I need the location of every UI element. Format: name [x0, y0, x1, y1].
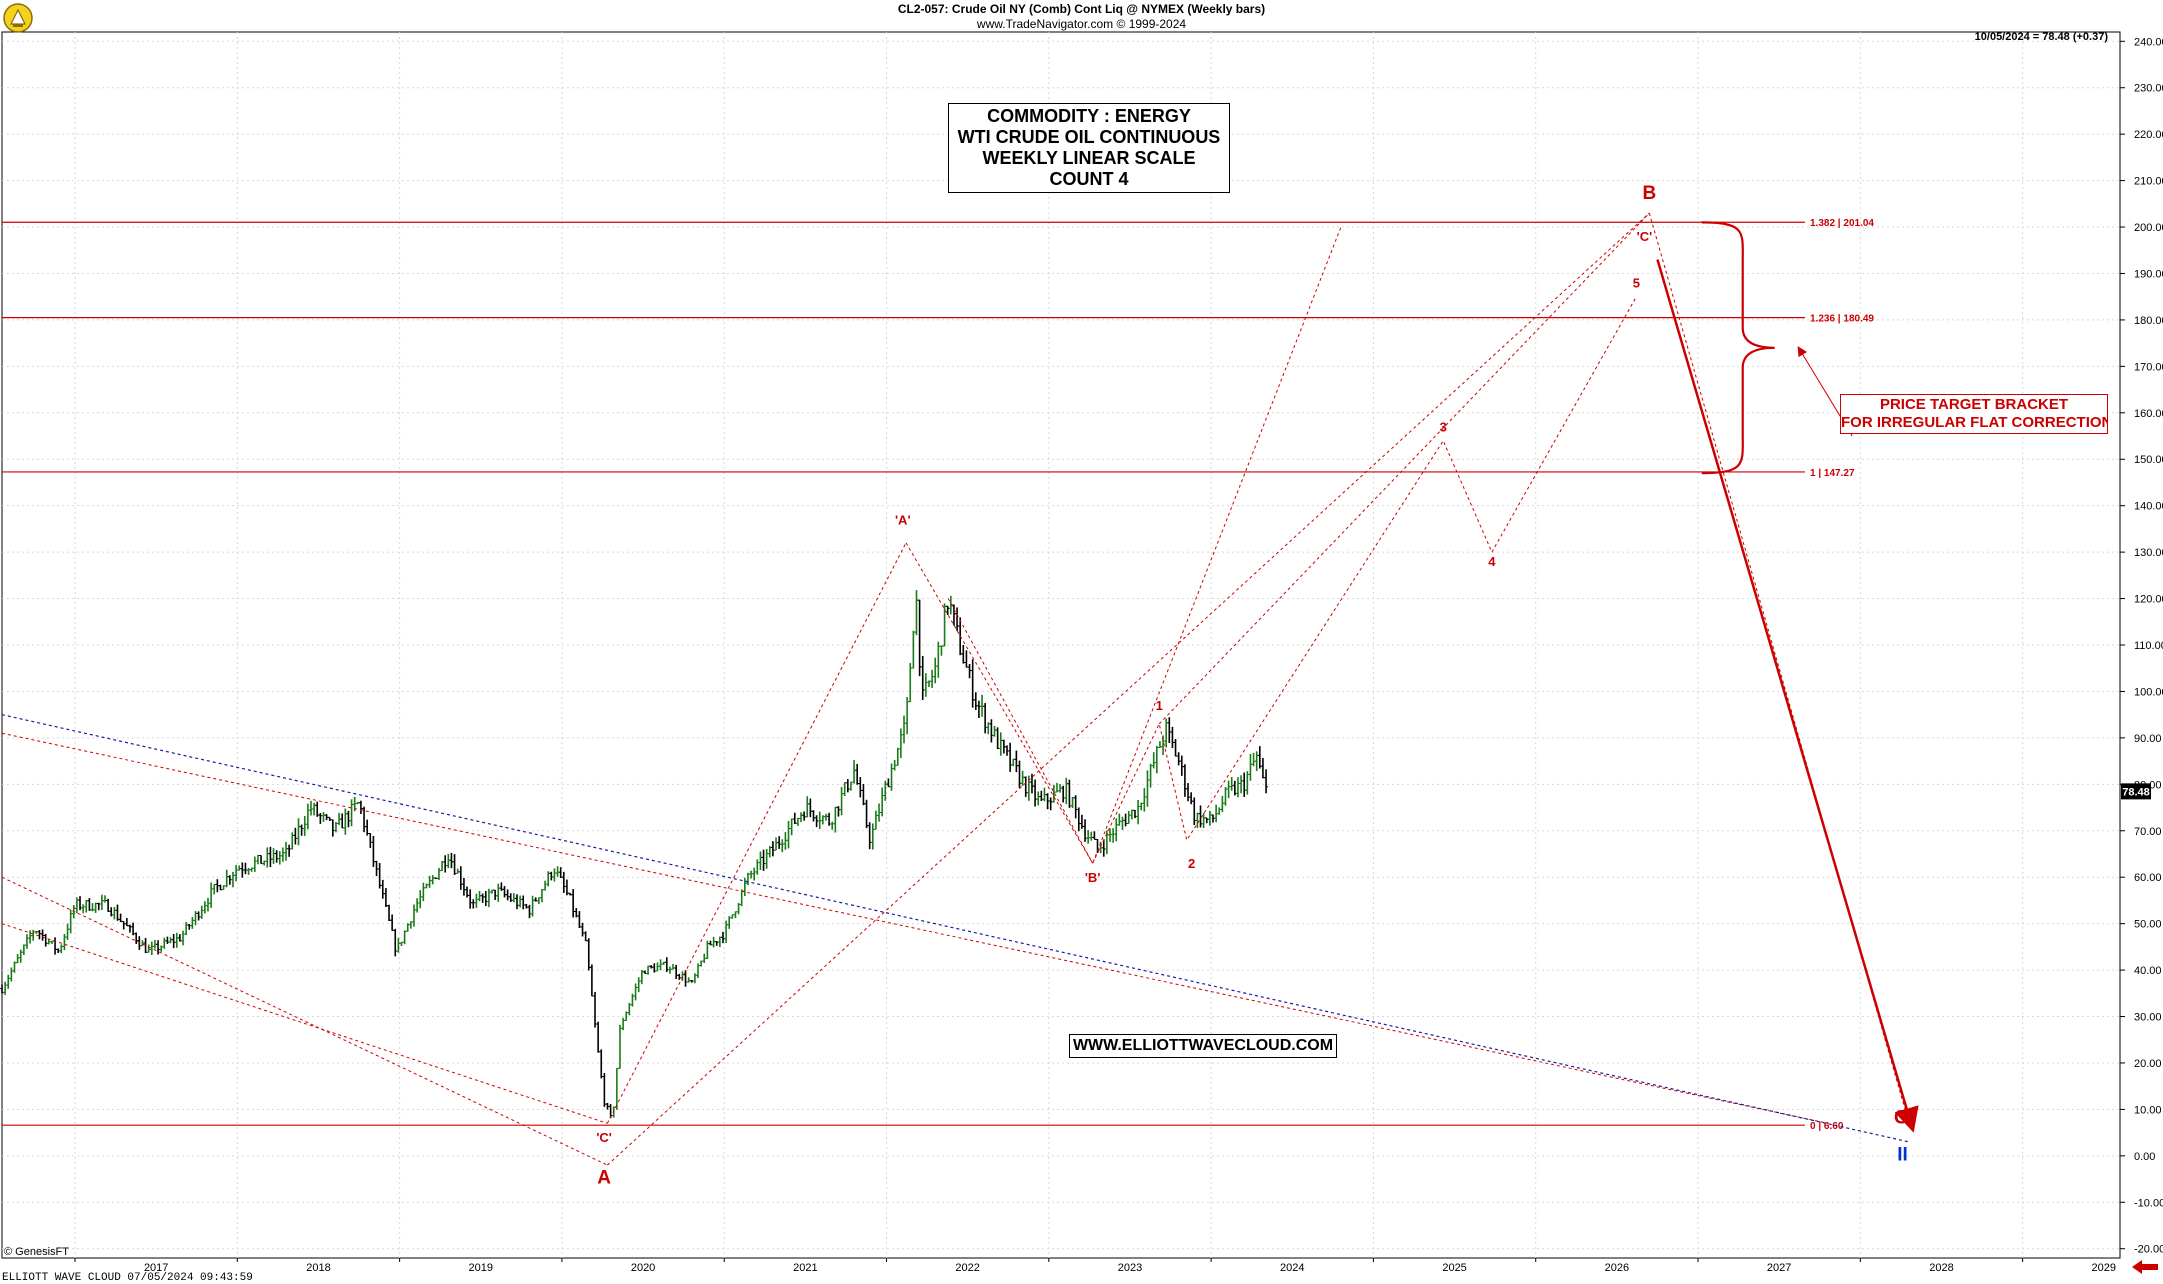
y-tick-label: 160.00 [2134, 408, 2163, 420]
y-tick-label: -20.00 [2134, 1244, 2163, 1256]
x-tick-label: 2021 [793, 1262, 817, 1274]
y-tick-label: 120.00 [2134, 594, 2163, 606]
wave-label: 'A' [895, 512, 911, 527]
wave-label: 5 [1633, 275, 1640, 290]
y-tick-label: 20.00 [2134, 1058, 2162, 1070]
y-tick-label: 30.00 [2134, 1012, 2162, 1024]
x-tick-label: 2024 [1280, 1262, 1304, 1274]
wave-channel-line [1158, 212, 1650, 725]
y-tick-label: 180.00 [2134, 315, 2163, 327]
y-tick-label: 70.00 [2134, 826, 2162, 838]
wave-label: 4 [1488, 554, 1496, 569]
title-line-2: WTI CRUDE OIL CONTINUOUS [957, 127, 1221, 147]
wave-channel-line [1, 923, 608, 1124]
website-label: WWW.ELLIOTTWAVECLOUD.COM [1069, 1034, 1337, 1058]
footer-timestamp: ELLIOTT WAVE CLOUD 07/05/2024 09:43:59 [2, 1272, 253, 1284]
wave-channel-line [1092, 296, 1637, 864]
wave-label: A [597, 1168, 611, 1189]
x-tick-label: 2020 [631, 1262, 655, 1274]
last-price-note: 10/05/2024 = 78.48 (+0.37) [1974, 31, 2108, 43]
wave-label: 1 [1156, 698, 1163, 713]
fib-level-label: 1 | 147.27 [1810, 468, 1855, 479]
last-price-tag [2121, 783, 2151, 800]
title-line-3: WEEKLY LINEAR SCALE [982, 148, 1196, 168]
bracket-label-line-2: FOR IRREGULAR FLAT CORRECTION [1841, 414, 2108, 431]
y-tick-label: 220.00 [2134, 129, 2163, 141]
projection-arrow [1656, 259, 1919, 1133]
last-price-label: 78.48 [2122, 786, 2150, 798]
wave-label: B [1642, 183, 1656, 204]
title-line-4: COUNT 4 [1049, 169, 1129, 189]
y-tick-label: 110.00 [2134, 640, 2163, 652]
chart-header-title: CL2-057: Crude Oil NY (Comb) Cont Liq @ … [897, 2, 1266, 16]
wave-channel-line [947, 598, 1094, 864]
fib-level-label: 0 | 6.60 [1810, 1121, 1844, 1132]
price-target-bracket-label: PRICE TARGET BRACKET FOR IRREGULAR FLAT … [1840, 394, 2108, 434]
y-tick-label: 40.00 [2134, 965, 2162, 977]
title-line-1: COMMODITY : ENERGY [987, 106, 1191, 126]
x-tick-label: 2026 [1605, 1262, 1629, 1274]
x-tick-label: 2022 [955, 1262, 979, 1274]
y-tick-label: 60.00 [2134, 872, 2162, 884]
wave-label: II [1897, 1144, 1908, 1165]
y-tick-label: 230.00 [2134, 83, 2163, 95]
wave-label: 'C' [596, 1130, 612, 1145]
y-tick-label: 140.00 [2134, 501, 2163, 513]
x-tick-label: 2025 [1442, 1262, 1466, 1274]
wave-label: 3 [1440, 419, 1447, 434]
fib-level-label: 1.236 | 180.49 [1810, 314, 1874, 325]
y-tick-label: 190.00 [2134, 268, 2163, 280]
x-tick-label: 2023 [1118, 1262, 1142, 1274]
y-tick-label: 170.00 [2134, 361, 2163, 373]
genesis-credit: © GenesisFT [4, 1246, 69, 1258]
y-tick-label: 200.00 [2134, 222, 2163, 234]
y-tick-label: 150.00 [2134, 454, 2163, 466]
y-tick-label: 90.00 [2134, 733, 2162, 745]
x-tick-label: 2017 [144, 1262, 168, 1274]
x-tick-label: 2019 [469, 1262, 493, 1274]
wave-channel-line [606, 542, 907, 1124]
y-tick-label: -10.00 [2134, 1197, 2163, 1209]
wave-label: 'C' [1637, 229, 1653, 244]
wave-label: 'B' [1085, 870, 1101, 885]
chart-header-copyright: www.TradeNavigator.com © 1999-2024 [976, 17, 1187, 31]
bracket-label-line-1: PRICE TARGET BRACKET [1879, 396, 2069, 413]
x-tick-label: 2028 [1929, 1262, 1953, 1274]
y-tick-label: 130.00 [2134, 547, 2163, 559]
wave-channel-line [1, 732, 1828, 1124]
fib-level-label: 1.382 | 201.04 [1810, 218, 1874, 229]
x-tick-label: 2027 [1767, 1262, 1791, 1274]
y-tick-label: 100.00 [2134, 686, 2163, 698]
y-tick-label: 50.00 [2134, 919, 2162, 931]
y-tick-label: 240.00 [2134, 36, 2163, 48]
trend-line-blue [1, 714, 1910, 1143]
x-tick-label: 2018 [306, 1262, 330, 1274]
y-tick-label: 10.00 [2134, 1104, 2162, 1116]
scroll-left-icon [2132, 1260, 2158, 1274]
trade-navigator-logo-icon[interactable] [2, 2, 34, 34]
wave-channel-line [1, 876, 608, 1166]
price-target-bracket [1701, 221, 1775, 475]
x-tick-label: 2029 [2092, 1262, 2116, 1274]
wave-label: C [1894, 1107, 1908, 1128]
wave-channel-line [607, 212, 1650, 1166]
y-tick-label: 0.00 [2134, 1151, 2155, 1163]
wave-label: 2 [1188, 856, 1195, 871]
chart-title-box: COMMODITY : ENERGY WTI CRUDE OIL CONTINU… [948, 103, 1230, 193]
y-tick-label: 210.00 [2134, 176, 2163, 188]
